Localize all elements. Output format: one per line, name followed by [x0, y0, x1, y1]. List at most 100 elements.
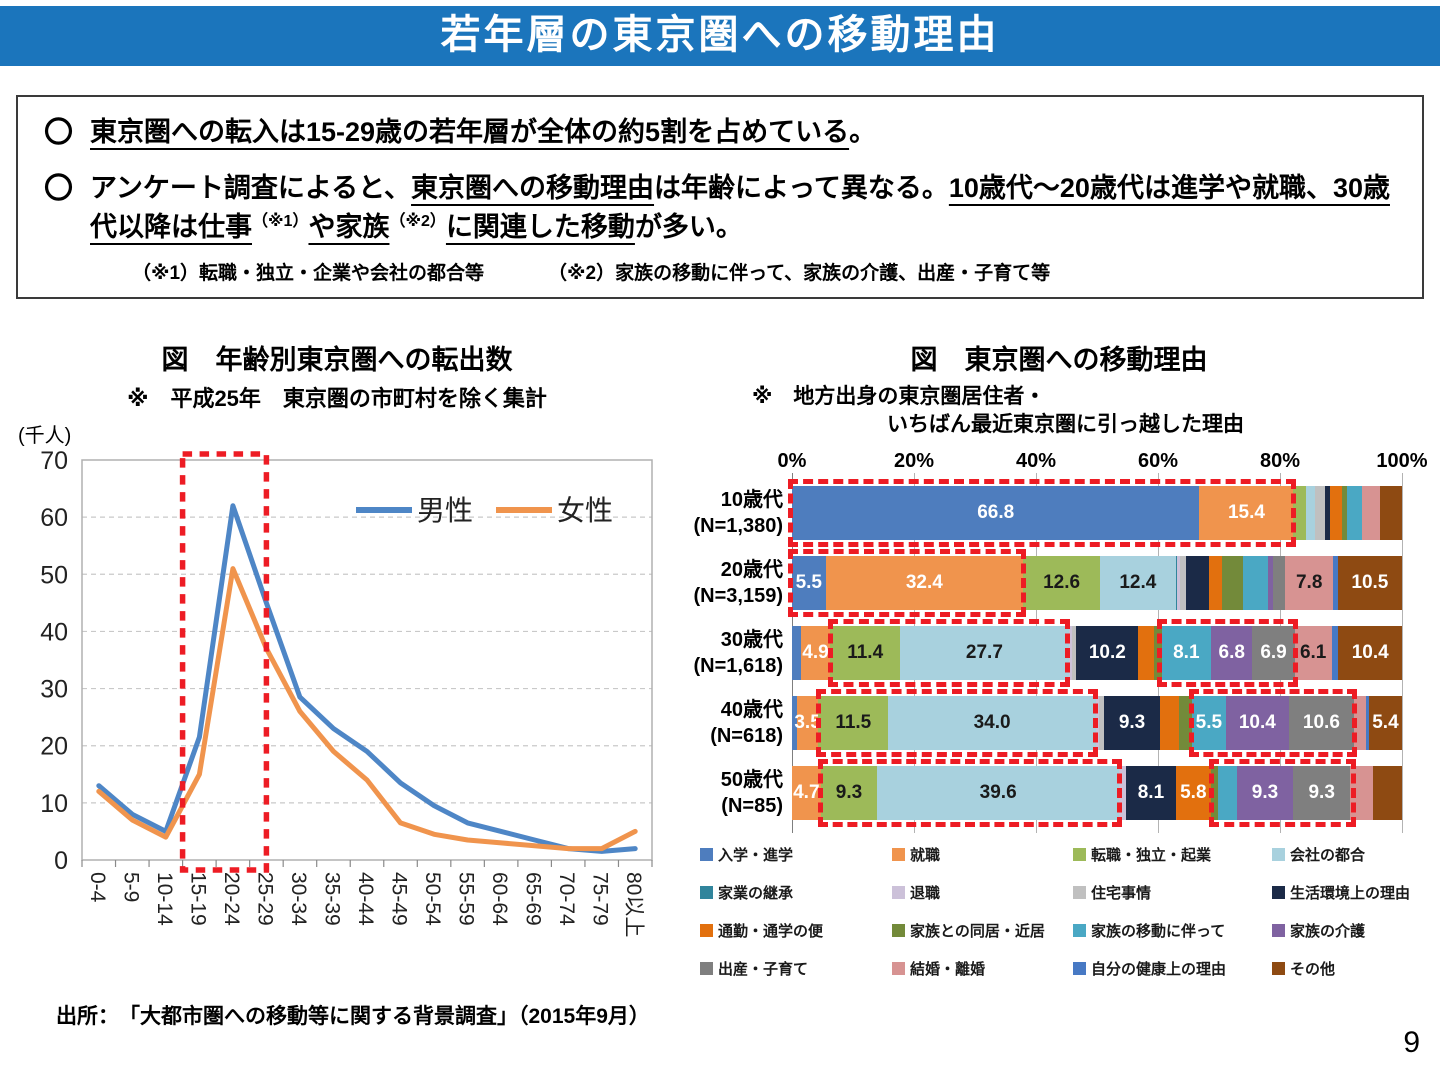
segment-転職・独立・起業: 12.6 [1023, 555, 1101, 610]
y-tick-label: 70 [40, 448, 68, 475]
segment-その他 [1379, 485, 1402, 540]
segment-value-label: 11.4 [847, 641, 884, 663]
bullet-2-text: アンケート調査によると、東京圏への移動理由は年齢によって異なる。10歳代～20歳… [90, 173, 1390, 242]
page-number: 9 [1403, 1026, 1420, 1059]
segment-value-label: 34.0 [973, 711, 1011, 733]
page-title: 若年層の東京圏への移動理由 [440, 13, 1000, 57]
series-line-男性 [96, 503, 638, 854]
legend-item-就職: 就職 [892, 844, 1073, 865]
legend-item-住宅事情: 住宅事情 [1073, 882, 1272, 903]
x-tick-label: 30-34 [287, 872, 310, 926]
segment-value-label: 10.2 [1088, 641, 1126, 663]
y-tick-label: 10 [40, 790, 68, 818]
y-tick-label: 60 [40, 504, 68, 532]
segment-出産・子育て [1273, 555, 1286, 610]
segment-value-label: 12.6 [1043, 571, 1081, 593]
row-label: 10歳代 (N=1,380) [693, 488, 784, 537]
x-axis-label: 80% [1259, 449, 1301, 472]
x-axis-label: 20% [893, 449, 935, 472]
legend-item-家族の移動に伴って: 家族の移動に伴って [1073, 920, 1272, 941]
footnote-1: （※1）転職・独立・企業や会社の都合等 [132, 262, 485, 284]
segment-value-label: 6.9 [1260, 641, 1287, 663]
segment-生活環境上の理由: 9.3 [1103, 695, 1161, 750]
segment-家族との同居・近居 [1342, 485, 1348, 540]
legend-label: 家族の介護 [1290, 922, 1366, 940]
legend-label: 自分の健康上の理由 [1091, 960, 1227, 978]
segment-結婚・離婚 [1361, 485, 1380, 540]
x-tick-label: 0-4 [86, 872, 109, 903]
segment-就職: 32.4 [825, 555, 1024, 610]
y-tick-label: 50 [40, 561, 68, 589]
legend-swatch [1272, 847, 1285, 861]
legend-female-label: 女性 [557, 495, 613, 526]
segment-住宅事情 [1071, 625, 1077, 680]
legend-swatch [1073, 885, 1086, 899]
legend-label: 結婚・離婚 [910, 960, 986, 978]
segment-家族の介護: 10.4 [1225, 695, 1290, 750]
bar-chart-subtitle: ※ 地方出身の東京圏居住者・ いちばん最近東京圏に引っ越した理由 [752, 385, 1244, 437]
legend-item-通勤・通学の便: 通勤・通学の便 [700, 920, 892, 941]
youth-highlight-box [179, 451, 270, 873]
segment-会社の都合: 39.6 [877, 765, 1119, 820]
legend-label: 退職 [910, 884, 941, 902]
segment-自分の健康上の理由 [1332, 555, 1338, 610]
stacked-bar: 66.8 15.4 [792, 485, 1402, 540]
v-gridline [1402, 472, 1403, 833]
x-tick-label: 25-29 [253, 872, 276, 926]
segment-value-label: 10.4 [1351, 641, 1389, 663]
segment-value-label: 5.4 [1372, 711, 1399, 733]
segment-転職・独立・起業: 11.4 [830, 625, 900, 680]
legend-label: 出産・子育て [718, 960, 809, 978]
legend-item-転職・独立・起業: 転職・独立・起業 [1073, 844, 1272, 865]
footnote-ref-2: （※2） [389, 212, 446, 230]
legend-item-入学・進学: 入学・進学 [700, 844, 892, 865]
segment-住宅事情 [1179, 555, 1187, 610]
segment-value-label: 5.5 [1195, 711, 1223, 733]
segment-生活環境上の理由 [1325, 485, 1330, 540]
source-citation: 出所： 「大都市圏への移動等に関する背景調査」（2015年9月） [56, 1005, 650, 1028]
x-tick-label: 10-14 [153, 872, 176, 926]
x-tick-label: 55-59 [455, 872, 478, 926]
row-label: 30歳代 (N=1,618) [693, 628, 784, 677]
age-line-chart: 図 年齢別東京圏への転出数 ※ 平成25年 東京圏の市町村を除く集計 (千人) … [8, 338, 666, 958]
highlight-box [1156, 618, 1298, 687]
legend-swatch [892, 923, 905, 937]
x-axis-label: 0% [777, 449, 807, 472]
segment-就職: 4.9 [800, 625, 831, 680]
x-axis-label: 60% [1137, 449, 1179, 472]
segment-入学・進学: 5.5 [792, 555, 826, 610]
highlight-box [827, 618, 1071, 687]
legend-swatch [1073, 961, 1086, 975]
y-axis-unit: (千人) [18, 425, 72, 447]
segment-その他: 5.4 [1368, 695, 1402, 750]
line-chart-plot: 0 10 20 30 40 50 60 70 0-4 5-9 10-14 15-19 20-24 25-2… [8, 448, 666, 958]
segment-出産・子育て: 9.3 [1293, 765, 1351, 820]
x-tick-label: 65-69 [522, 872, 545, 926]
bar-row-10歳代: 10歳代 (N=1,380) 66.8 15.4 [680, 478, 1438, 548]
segment-value-label: 10.6 [1302, 711, 1340, 733]
legend-label: 就職 [910, 846, 941, 864]
segment-value-label: 4.7 [793, 781, 820, 803]
y-tick-label: 30 [40, 676, 68, 704]
line-chart-title: 図 年齢別東京圏への転出数 [161, 345, 513, 375]
segment-転職・独立・起業: 11.5 [818, 695, 889, 750]
highlight-box [818, 758, 1122, 827]
x-tick-label: 45-49 [388, 872, 411, 926]
stacked-bar: 4.9 11.4 27.7 10.2 8.1 6.8 6.9 6.1 10.4 [792, 625, 1402, 680]
segment-value-label: 9.3 [835, 781, 863, 803]
segment-自分の健康上の理由 [1331, 625, 1339, 680]
legend-male-label: 男性 [417, 495, 473, 526]
segment-入学・進学 [792, 625, 801, 680]
legend-label: 住宅事情 [1091, 884, 1152, 902]
segment-生活環境上の理由 [1186, 555, 1210, 610]
legend-label: 入学・進学 [718, 846, 794, 864]
summary-box: 〇 東京圏への転入は15-29歳の若年層が全体の約5割を占めている。 〇 アンケ… [16, 95, 1424, 299]
x-tick-label: 50-54 [421, 872, 444, 926]
y-tick-label: 40 [40, 618, 68, 646]
segment-家族の移動に伴って: 8.1 [1161, 625, 1212, 680]
legend-label: 家族の移動に伴って [1091, 922, 1226, 940]
title-banner: 若年層の東京圏への移動理由 [0, 6, 1440, 66]
segment-出産・子育て: 6.9 [1252, 625, 1295, 680]
segment-結婚・離婚 [1350, 765, 1374, 820]
segment-転職・独立・起業: 9.3 [820, 765, 878, 820]
